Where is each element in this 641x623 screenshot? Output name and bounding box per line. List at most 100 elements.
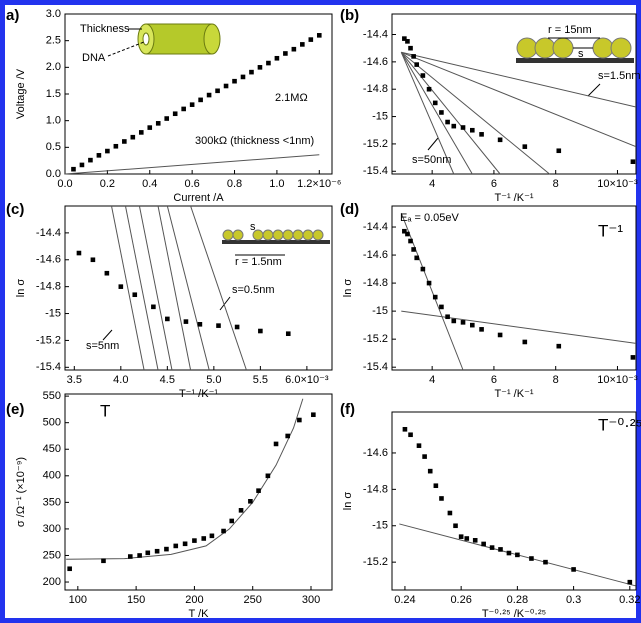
plot-frame — [391, 205, 637, 371]
x-tick-label: 0.26 — [450, 594, 471, 606]
fit-line — [166, 205, 210, 371]
data-point — [556, 343, 562, 349]
data-point — [164, 116, 170, 121]
data-point — [408, 238, 413, 244]
data-point — [411, 54, 416, 59]
data-point — [402, 36, 407, 41]
y-tick-label: -14.8 — [363, 83, 388, 95]
data-point — [104, 270, 110, 276]
data-point — [481, 541, 486, 547]
data-point — [432, 100, 438, 106]
data-point — [71, 166, 76, 172]
data-point — [216, 323, 221, 328]
y-tick-label: -15 — [372, 305, 388, 317]
x-tick-label: 10×10⁻³ — [597, 178, 638, 190]
plot-frame — [64, 393, 333, 591]
data-point — [132, 292, 138, 298]
data-point — [238, 508, 244, 513]
y-tick-label: -15 — [45, 307, 61, 319]
fit-line — [111, 205, 145, 371]
data-point — [265, 473, 271, 479]
x-tick-label: 0.0 — [57, 178, 72, 190]
data-point — [145, 550, 151, 556]
y-tick-label: -15.2 — [36, 334, 61, 346]
annotation: r = 1.5nm — [235, 256, 282, 268]
data-point — [234, 324, 240, 330]
data-point — [240, 74, 246, 80]
y-tick-label: -14.6 — [363, 56, 388, 68]
panel-label: (e) — [6, 401, 24, 418]
x-axis-label: T⁻⁰·²⁵ /K⁻⁰·²⁵ — [482, 608, 546, 620]
y-tick-label: 500 — [43, 417, 61, 429]
y-tick-label: 2.0 — [46, 61, 61, 73]
data-point — [506, 550, 512, 556]
data-point — [472, 538, 478, 543]
data-point — [291, 46, 297, 52]
x-tick-label: 10×10⁻³ — [597, 374, 638, 386]
x-tick-label: 8 — [553, 374, 559, 386]
data-point — [154, 548, 160, 554]
data-point — [416, 443, 422, 448]
data-point — [460, 125, 466, 130]
fit-line — [64, 154, 320, 175]
fit-line — [400, 52, 455, 175]
y-tick-label: 0.0 — [46, 168, 61, 180]
x-tick-label: 6 — [491, 374, 497, 386]
data-point — [274, 55, 280, 61]
data-point — [173, 543, 179, 549]
data-point — [497, 332, 503, 338]
y-tick-label: -15.4 — [36, 361, 61, 373]
data-point — [201, 536, 207, 541]
data-point — [248, 498, 253, 504]
data-point — [426, 280, 432, 286]
y-tick-label: -14.4 — [363, 28, 388, 40]
annotation: T⁻⁰·²⁵ — [598, 415, 641, 434]
x-tick-label: 0.24 — [394, 594, 415, 606]
data-point — [408, 432, 413, 438]
y-tick-label: 200 — [43, 576, 61, 588]
data-point — [427, 468, 433, 474]
data-point — [285, 433, 290, 439]
y-axis-label: σ /Ω⁻¹ (×10⁻⁹) — [15, 457, 27, 527]
data-point — [451, 123, 457, 129]
y-tick-label: -14.4 — [363, 221, 388, 233]
x-tick-label: 0.6 — [184, 178, 199, 190]
y-tick-label: 350 — [43, 496, 61, 508]
annotation: DNA — [82, 52, 106, 64]
x-tick-label: 100 — [69, 594, 87, 606]
data-point — [464, 536, 470, 541]
data-point — [556, 148, 562, 154]
data-point — [630, 355, 636, 360]
data-point — [627, 579, 633, 585]
data-point — [308, 37, 314, 42]
annotation: Eₐ = 0.05eV — [400, 212, 459, 224]
data-point — [155, 121, 161, 126]
fit-line — [400, 51, 501, 175]
data-point — [130, 134, 136, 140]
fit-line — [400, 52, 473, 175]
y-tick-label: 3.0 — [46, 8, 61, 20]
data-point — [515, 552, 520, 558]
data-point — [137, 553, 142, 558]
y-axis-label: ln σ — [15, 279, 27, 298]
data-point — [489, 545, 495, 550]
y-tick-label: -14.8 — [36, 281, 61, 293]
data-point — [182, 541, 188, 547]
data-point — [402, 228, 407, 234]
data-point — [460, 320, 466, 325]
data-point — [258, 328, 263, 334]
data-point — [439, 110, 444, 115]
data-point — [198, 97, 203, 103]
data-point — [445, 314, 450, 320]
data-point — [76, 250, 82, 256]
data-point — [257, 65, 263, 70]
data-point — [414, 255, 420, 261]
data-point — [113, 143, 119, 149]
fit-line — [401, 51, 637, 148]
data-point — [451, 318, 457, 324]
data-point — [439, 304, 444, 310]
data-point — [88, 157, 93, 163]
y-tick-label: -15.2 — [363, 138, 388, 150]
data-point — [405, 39, 410, 44]
